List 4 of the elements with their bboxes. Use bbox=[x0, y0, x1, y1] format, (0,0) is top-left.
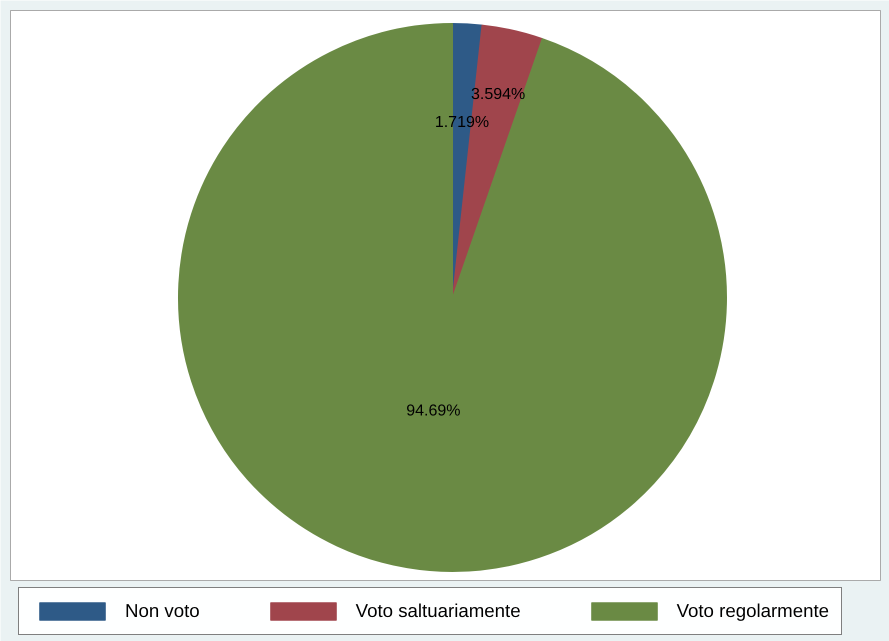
legend-label: Voto regolarmente bbox=[676, 600, 830, 622]
legend-label: Voto saltuariamente bbox=[356, 600, 521, 622]
data-label: 94.69% bbox=[406, 402, 461, 420]
legend-label: Non voto bbox=[125, 600, 200, 622]
